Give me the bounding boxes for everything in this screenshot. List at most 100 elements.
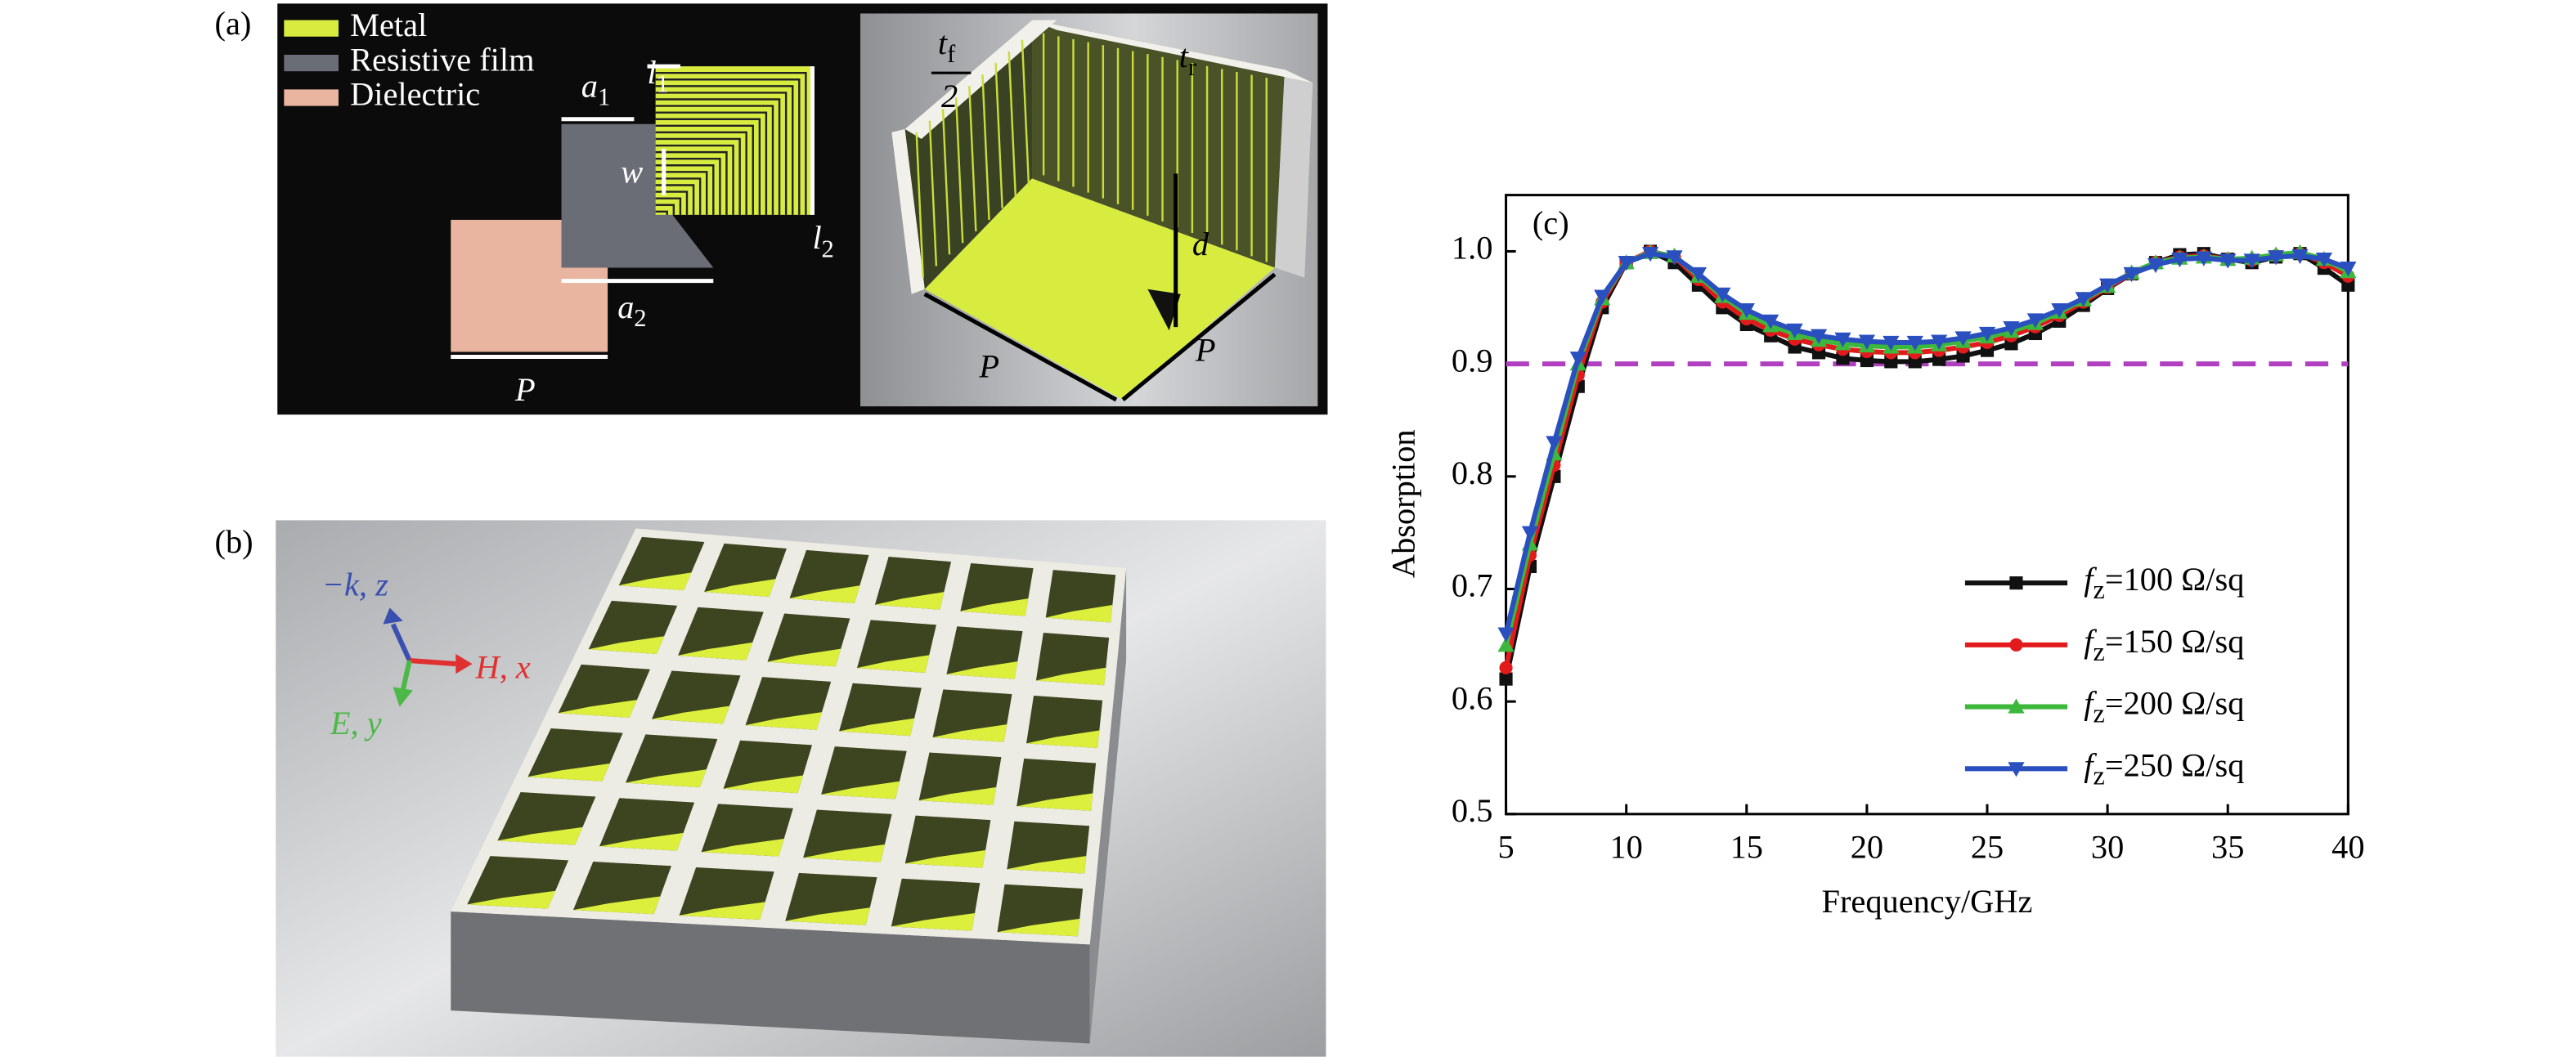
- cell-floor: [701, 838, 784, 857]
- series-line: [1503, 249, 2349, 669]
- marker: [1931, 334, 1948, 350]
- cell-floor: [960, 598, 1029, 616]
- legend-text: Resistive film: [350, 41, 534, 78]
- dimension-symbol: l: [812, 219, 821, 256]
- marker: [1978, 326, 1996, 343]
- legend-sub: z: [2093, 761, 2104, 791]
- marker: [2195, 251, 2212, 266]
- panel-label: (c): [1533, 204, 1569, 241]
- dimension-symbol: P: [514, 371, 536, 408]
- x-tick-label: 25: [1971, 829, 2004, 866]
- cell-floor: [1035, 667, 1106, 686]
- marker: [1499, 661, 1513, 674]
- dimension-label: a1: [581, 68, 610, 111]
- marker: [1810, 329, 1828, 344]
- cell-floor: [767, 648, 841, 667]
- marker: [1594, 289, 1611, 305]
- cell-floor: [558, 700, 637, 718]
- axes-triad: [383, 607, 473, 707]
- cell-floor: [874, 592, 945, 610]
- marker: [1738, 302, 1755, 319]
- dimension-sub: f: [947, 40, 956, 68]
- marker: [1858, 334, 1875, 350]
- marker: [2003, 320, 2020, 337]
- unit-cell: [891, 20, 1313, 402]
- swatch: [284, 54, 339, 72]
- cell-floor: [588, 636, 665, 655]
- marker: [1641, 247, 1659, 262]
- marker: [2171, 253, 2188, 268]
- dimension-sub: 1: [657, 69, 669, 97]
- axis-name: H, x: [475, 648, 531, 685]
- dimension-symbol: w: [621, 154, 643, 190]
- dimension-denominator: 2: [941, 78, 958, 114]
- cell-floor: [745, 712, 823, 730]
- x-tick-label: 20: [1851, 829, 1883, 866]
- legend-rest: =250 Ω/sq: [2105, 747, 2245, 784]
- dimension-label: tf: [938, 25, 956, 68]
- cell-floor: [803, 844, 885, 862]
- x-tick-label: 5: [1497, 829, 1514, 866]
- cell-floor: [1045, 605, 1113, 623]
- marker: [2340, 262, 2357, 277]
- cell-floor: [626, 769, 707, 787]
- cell-floor: [1026, 730, 1100, 749]
- marker: [2315, 253, 2333, 268]
- cell-floor: [652, 705, 729, 724]
- cell-floor: [789, 585, 860, 603]
- marker: [2147, 258, 2165, 274]
- dimension-symbol: t: [1179, 38, 1190, 74]
- legend-rest: =150 Ω/sq: [2105, 623, 2245, 660]
- legend-rest: =100 Ω/sq: [2105, 561, 2245, 598]
- x-tick-label: 30: [2091, 829, 2124, 866]
- metal-stripes: [655, 71, 807, 215]
- cell-floor: [821, 781, 900, 799]
- cell-floor: [891, 913, 976, 931]
- marker: [2008, 762, 2025, 777]
- marker: [1497, 637, 1515, 652]
- cell-floor: [704, 579, 776, 598]
- x-tick-label: 35: [2211, 829, 2244, 866]
- marker: [1497, 627, 1515, 643]
- marker: [2219, 253, 2237, 269]
- cell-floor: [497, 826, 583, 845]
- plot-frame: [1505, 194, 2349, 816]
- marker: [2051, 302, 2068, 319]
- swatch: [284, 20, 339, 37]
- dimension-label: w: [621, 154, 643, 190]
- marker: [1521, 526, 1539, 541]
- y-axis-label: Absorption: [1385, 429, 1422, 578]
- cell-floor: [857, 655, 930, 673]
- array-side: [1089, 567, 1127, 1044]
- legend-sub: z: [2093, 576, 2104, 605]
- marker: [2123, 266, 2140, 283]
- marker: [2075, 292, 2092, 307]
- cell-floor: [572, 896, 661, 915]
- legend-rest: =200 Ω/sq: [2105, 685, 2245, 722]
- marker: [2026, 313, 2044, 329]
- axis-name: −k, z: [322, 566, 388, 602]
- metamaterial-array: [451, 528, 1127, 1044]
- cell-floor: [785, 907, 870, 925]
- dimension-symbol: P: [1195, 332, 1216, 369]
- dimension-label: P: [514, 371, 536, 408]
- marker: [2291, 249, 2309, 265]
- legend-sub: z: [2093, 637, 2104, 666]
- dimension-symbol: a: [617, 289, 634, 325]
- dimension-label: P: [1195, 332, 1216, 369]
- dimension-sub: 1: [598, 83, 610, 110]
- cell-floor: [997, 918, 1080, 937]
- dimension-label: l1: [648, 54, 669, 97]
- array-front: [451, 911, 1090, 1044]
- legend-text: Metal: [350, 7, 427, 43]
- cell-floor: [932, 724, 1008, 742]
- dimension-symbol: P: [978, 348, 999, 385]
- cell-floor: [1007, 856, 1087, 874]
- cell-floor: [918, 787, 997, 805]
- marker: [1499, 672, 1513, 686]
- swatch: [284, 89, 339, 106]
- marker: [1569, 352, 1586, 367]
- marker: [1546, 436, 1563, 451]
- panel-label: (b): [214, 523, 253, 560]
